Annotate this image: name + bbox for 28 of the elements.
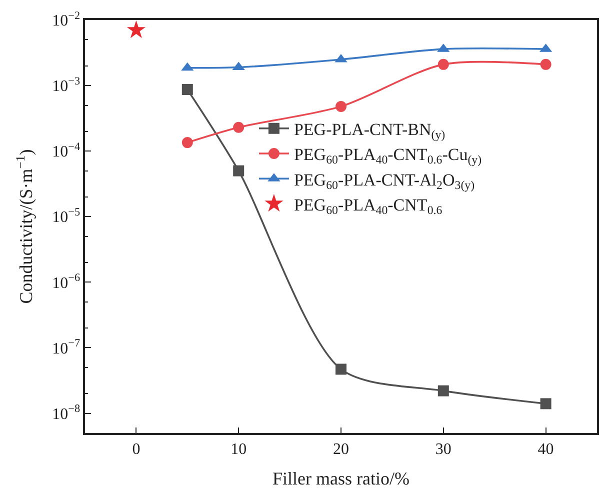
legend-label: PEG$_{60}$-PLA$_{40}$-CNT$_{0.6}$-Cu$_{(y)}$ [294, 145, 482, 167]
point [336, 364, 346, 375]
legend-label: PEG$_{60}$-PLA-CNT-Al$_{2}$O$_{3(y)}$ [294, 170, 475, 192]
x-tick-label: 30 [435, 440, 452, 458]
y-tick-label: 10$^{−7}$ [52, 338, 80, 358]
legend-label: PEG$_{60}$-PLA$_{40}$-CNT$_{0.6}$ [294, 195, 442, 217]
point [540, 398, 552, 410]
y-tick-label: 10$^{−8}$ [52, 403, 80, 423]
x-tick-label: 40 [538, 440, 554, 458]
point [540, 58, 552, 70]
y-tick-label: 10$^{−6}$ [52, 272, 80, 292]
x-axis-title: Filler mass ratio/% [272, 468, 410, 489]
x-tick-label: 20 [333, 440, 349, 458]
legend-label: PEG-PLA-CNT-BN$_{(y)}$ [294, 120, 446, 142]
y-tick-label: 10$^{−4}$ [52, 140, 80, 161]
x-tick-label: 0 [132, 440, 140, 458]
x-tick-label: 10 [230, 440, 247, 458]
y-tick-label: 10$^{−5}$ [52, 206, 80, 226]
y-tick-label: 10$^{−3}$ [52, 75, 80, 96]
point [182, 84, 193, 96]
y-tick-label: 10$^{−2}$ [52, 10, 80, 30]
point [182, 137, 193, 148]
point [126, 20, 146, 38]
point [438, 58, 449, 70]
point [233, 122, 244, 133]
point [438, 385, 449, 396]
point [233, 165, 244, 176]
point [336, 100, 346, 112]
